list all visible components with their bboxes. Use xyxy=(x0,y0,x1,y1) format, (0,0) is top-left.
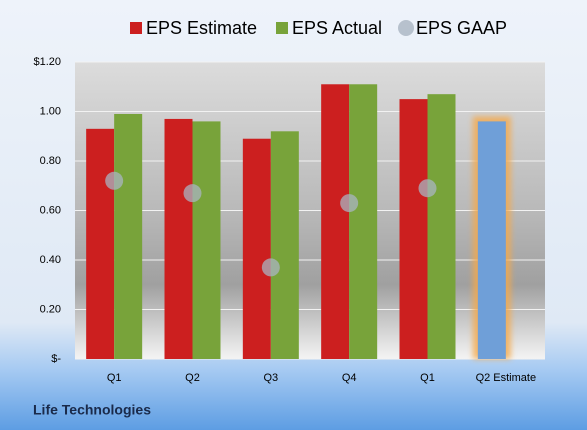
legend-marker xyxy=(398,20,414,36)
gaap-marker xyxy=(183,184,202,203)
x-tick-label: Q1 xyxy=(107,372,122,384)
bar xyxy=(114,113,143,359)
bar xyxy=(477,121,506,360)
y-tick-label: 0.60 xyxy=(40,204,61,216)
gaap-marker xyxy=(340,194,359,213)
x-tick-label: Q1 xyxy=(420,372,435,384)
bar xyxy=(270,131,299,359)
bar xyxy=(242,138,271,359)
bar xyxy=(164,118,193,359)
gaap-marker xyxy=(418,179,437,198)
y-tick-label: $1.20 xyxy=(33,56,61,68)
legend-label: EPS Actual xyxy=(292,18,382,38)
x-tick-label: Q4 xyxy=(342,372,357,384)
x-tick-label: Q3 xyxy=(263,372,278,384)
y-tick-label: 0.80 xyxy=(40,155,61,167)
x-tick-label: Q2 xyxy=(185,372,200,384)
bar xyxy=(427,94,456,360)
legend-label: EPS Estimate xyxy=(146,18,257,38)
y-tick-label: 0.40 xyxy=(40,254,61,266)
gaap-marker xyxy=(261,258,280,277)
legend-label: EPS GAAP xyxy=(416,18,507,38)
footer: Life Technologies xyxy=(33,402,151,418)
x-tick-label: Q2 Estimate xyxy=(476,372,537,384)
y-tick-label: 0.20 xyxy=(40,303,61,315)
gaap-marker xyxy=(105,171,124,190)
legend-marker xyxy=(130,22,142,34)
y-tick-label: $- xyxy=(51,353,61,365)
bar xyxy=(192,121,221,360)
bar xyxy=(321,84,350,360)
y-tick-label: 1.00 xyxy=(40,105,61,117)
bar xyxy=(349,84,378,360)
legend-marker xyxy=(276,22,288,34)
bar xyxy=(399,99,428,359)
bar xyxy=(86,128,115,359)
